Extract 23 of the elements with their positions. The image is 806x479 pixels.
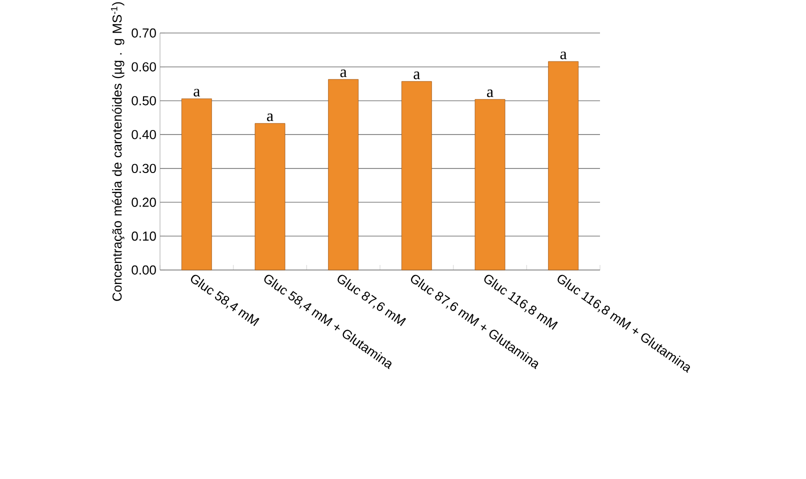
annotation: a [414,72,420,80]
y-tick-label: 0.30 [132,164,156,174]
y-tick-label: 0.70 [132,28,156,38]
annotation: a [340,70,347,78]
y-tick-label: 0.60 [132,62,156,72]
y-tick-label: 0.00 [132,265,156,275]
y-tick-label: 0.50 [132,96,156,106]
bar [328,79,359,270]
annotation: a [560,52,567,60]
bar [254,123,286,270]
y-axis-title: Concentração média de carotenóides (µg . g MS$^{-1}$) [110,2,124,301]
annotation: a [194,88,200,96]
bar [474,99,506,270]
annotation: a [267,114,274,122]
y-tick-label: 0.10 [132,232,156,241]
x-tick-label: Gluc 58,4 mM [190,274,260,326]
bar [401,81,432,270]
bar [548,61,579,270]
y-tick-label: 0.40 [132,130,156,140]
annotation: a [487,89,494,98]
bar [181,98,212,270]
y-tick-label: 0.20 [132,198,156,207]
x-tick-label: Gluc 87,6 mM [338,274,406,326]
